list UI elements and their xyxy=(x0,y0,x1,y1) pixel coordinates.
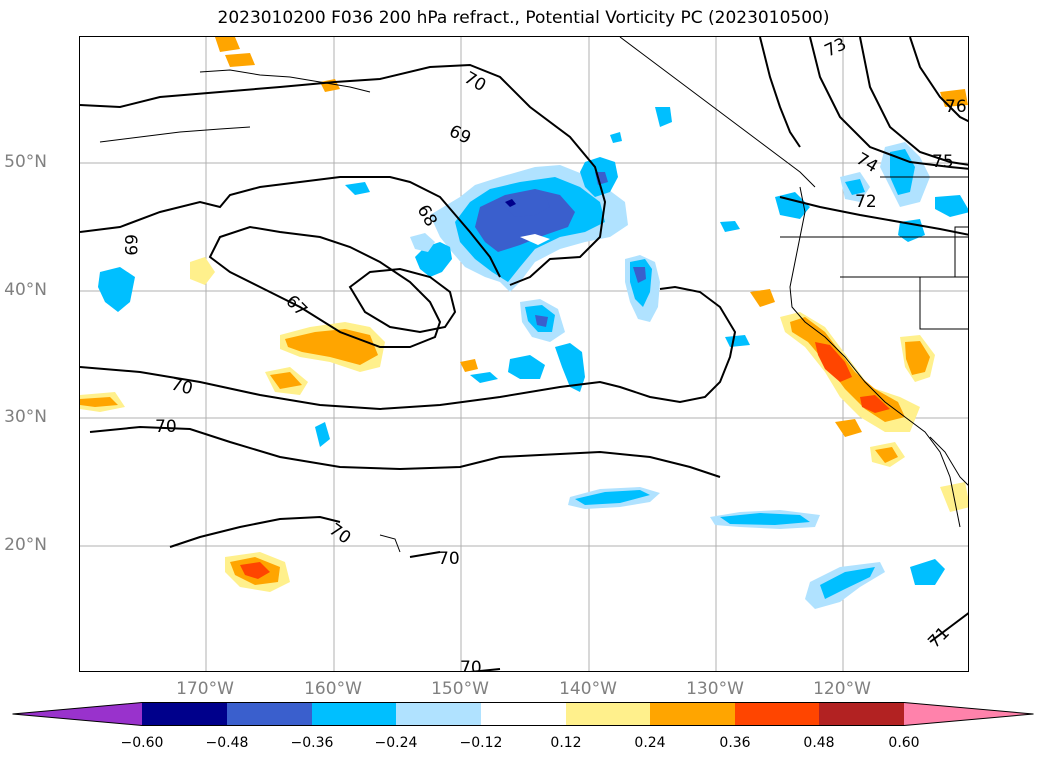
contour-label-69-mid: 69 xyxy=(446,121,474,148)
lat-label-40n: 40°N xyxy=(4,280,47,300)
contour-label-70-top: 70 xyxy=(461,68,490,96)
contour-label-70-bottom: 70 xyxy=(460,658,482,672)
contour-label-69-left: 69 xyxy=(120,234,140,256)
lon-label-130w: 130°W xyxy=(686,679,744,699)
contour-label-70-east: 70 xyxy=(438,549,460,569)
colorbar-segment xyxy=(481,702,566,726)
lon-label-160w: 160°W xyxy=(304,679,362,699)
positive-pv-fills xyxy=(80,37,968,592)
colorbar-tick: 0.24 xyxy=(634,735,666,751)
contour-label-73: 73 xyxy=(822,37,850,62)
lon-label-120w: 120°W xyxy=(813,679,871,699)
colorbar-tick: −0.60 xyxy=(120,735,164,751)
lon-label-150w: 150°W xyxy=(431,679,489,699)
contour-label-67: 67 xyxy=(281,291,310,320)
colorbar-segment xyxy=(735,702,819,726)
contour-label-70-hawaii: 70 xyxy=(325,520,354,549)
colorbar-segment xyxy=(650,702,735,726)
colorbar-tick: 0.60 xyxy=(888,735,920,751)
colorbar-segment xyxy=(819,702,904,726)
lon-label-140w: 140°W xyxy=(559,679,617,699)
colorbar-tick: 0.36 xyxy=(719,735,751,751)
map-panel: 70 69 68 67 69 70 70 70 70 73 74 75 76 7… xyxy=(79,36,969,672)
colorbar-segment xyxy=(312,702,396,726)
contour-label-75: 75 xyxy=(932,152,954,172)
colorbar xyxy=(12,702,1034,726)
colorbar-segment xyxy=(227,702,312,726)
colorbar-tick: 0.48 xyxy=(803,735,835,751)
map-title: 2023010200 F036 200 hPa refract., Potent… xyxy=(217,8,830,28)
colorbar-segment xyxy=(904,702,1034,726)
lat-label-20n: 20°N xyxy=(4,535,47,555)
colorbar-tick: −0.36 xyxy=(290,735,334,751)
map-canvas: 70 69 68 67 69 70 70 70 70 73 74 75 76 7… xyxy=(80,37,968,672)
colorbar-tick: 0.12 xyxy=(550,735,582,751)
lat-label-50n: 50°N xyxy=(4,152,47,172)
contour-label-72: 72 xyxy=(855,192,877,212)
colorbar-tick: −0.24 xyxy=(374,735,418,751)
contour-label-70-left: 70 xyxy=(169,375,195,400)
colorbar-segment xyxy=(12,702,142,726)
lon-label-170w: 170°W xyxy=(176,679,234,699)
colorbar-segment xyxy=(566,702,650,726)
contour-label-70-lower: 70 xyxy=(155,417,177,437)
coastlines xyxy=(99,37,968,553)
colorbar-segment xyxy=(142,702,227,726)
colorbar-tick: −0.12 xyxy=(459,735,503,751)
lat-label-30n: 30°N xyxy=(4,407,47,427)
colorbar-tick: −0.48 xyxy=(205,735,249,751)
colorbar-segment xyxy=(396,702,481,726)
contour-label-76: 76 xyxy=(945,97,967,117)
negative-pv-fills xyxy=(98,107,968,609)
height-contours xyxy=(80,37,968,671)
